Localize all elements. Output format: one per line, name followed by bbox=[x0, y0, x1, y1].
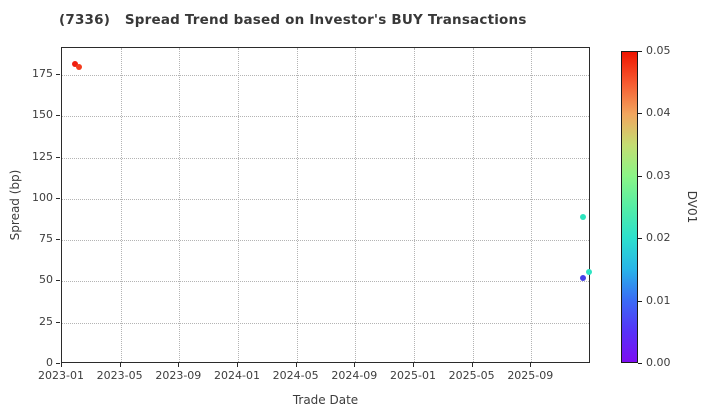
colorbar-tick-label: 0.04 bbox=[646, 106, 671, 120]
x-tick-label: 2024-05 bbox=[272, 369, 319, 382]
scatter-point bbox=[76, 63, 83, 70]
scatter-point bbox=[580, 275, 587, 282]
colorbar bbox=[621, 51, 638, 363]
x-gridline bbox=[413, 48, 415, 362]
scatter-point bbox=[72, 60, 78, 67]
x-gridline bbox=[472, 48, 474, 362]
y-tick-mark bbox=[56, 280, 60, 282]
x-tick-mark bbox=[471, 363, 473, 367]
x-gridline bbox=[355, 48, 357, 362]
colorbar-tick-mark bbox=[638, 363, 642, 364]
x-tick-label: 2023-01 bbox=[38, 369, 84, 382]
y-gridline bbox=[62, 322, 589, 324]
colorbar-label: DV01 bbox=[685, 190, 699, 224]
y-tick-mark bbox=[56, 197, 60, 199]
x-gridline bbox=[531, 48, 533, 362]
x-tick-mark bbox=[530, 363, 532, 367]
scatter-point bbox=[579, 214, 586, 221]
x-tick-mark bbox=[119, 363, 121, 367]
colorbar-tick-mark bbox=[638, 300, 642, 302]
x-tick-label: 2023-05 bbox=[96, 369, 143, 382]
plot-area bbox=[61, 47, 592, 363]
colorbar-tick-mark bbox=[638, 51, 642, 52]
y-axis-label: Spread (bp) bbox=[8, 169, 22, 241]
colorbar-tick-label: 0.03 bbox=[646, 168, 671, 182]
y-tick-label: 100 bbox=[32, 190, 53, 204]
y-tick-label: 150 bbox=[32, 108, 53, 122]
x-tick-label: 2025-09 bbox=[507, 369, 554, 382]
x-tick-label: 2024-01 bbox=[214, 369, 260, 382]
x-tick-label: 2024-09 bbox=[331, 369, 378, 382]
y-tick-mark bbox=[56, 74, 60, 76]
x-gridline bbox=[237, 48, 239, 362]
y-tick-label: 175 bbox=[32, 67, 53, 81]
x-tick-mark bbox=[412, 363, 414, 367]
y-tick-mark bbox=[56, 115, 60, 117]
y-gridline bbox=[62, 75, 589, 77]
y-gridline bbox=[62, 198, 589, 200]
colorbar-tick-label: 0.05 bbox=[646, 44, 671, 57]
x-tick-mark bbox=[61, 363, 62, 367]
x-gridline bbox=[179, 48, 181, 362]
y-tick-mark bbox=[56, 239, 60, 241]
x-gridline bbox=[120, 48, 122, 362]
colorbar-tick-label: 0.02 bbox=[646, 231, 671, 245]
chart-title: (7336) Spread Trend based on Investor's … bbox=[59, 12, 527, 28]
x-tick-label: 2025-01 bbox=[389, 369, 436, 382]
y-gridline bbox=[62, 240, 589, 242]
x-tick-label: 2023-09 bbox=[155, 369, 202, 382]
colorbar-tick-label: 0.00 bbox=[646, 356, 671, 369]
colorbar-tick-mark bbox=[638, 238, 642, 240]
y-tick-label: 75 bbox=[39, 232, 53, 246]
x-tick-mark bbox=[295, 363, 297, 367]
y-tick-mark bbox=[56, 156, 60, 158]
y-gridline bbox=[62, 157, 589, 159]
y-tick-label: 0 bbox=[46, 356, 53, 369]
x-tick-mark bbox=[236, 363, 238, 367]
x-tick-mark bbox=[178, 363, 180, 367]
x-tick-mark bbox=[354, 363, 356, 367]
y-tick-label: 25 bbox=[39, 314, 53, 328]
x-tick-label: 2025-05 bbox=[448, 369, 495, 382]
x-gridline bbox=[296, 48, 298, 362]
colorbar-tick-mark bbox=[638, 113, 642, 115]
x-axis-label: Trade Date bbox=[292, 393, 359, 407]
y-gridline bbox=[62, 281, 589, 283]
y-tick-mark bbox=[56, 363, 60, 364]
colorbar-tick-mark bbox=[638, 175, 642, 177]
colorbar-tick-label: 0.01 bbox=[646, 293, 671, 307]
y-tick-label: 50 bbox=[39, 273, 53, 287]
y-tick-mark bbox=[56, 321, 60, 323]
y-gridline bbox=[62, 116, 589, 118]
scatter-point bbox=[585, 268, 592, 275]
y-tick-label: 125 bbox=[32, 149, 53, 163]
